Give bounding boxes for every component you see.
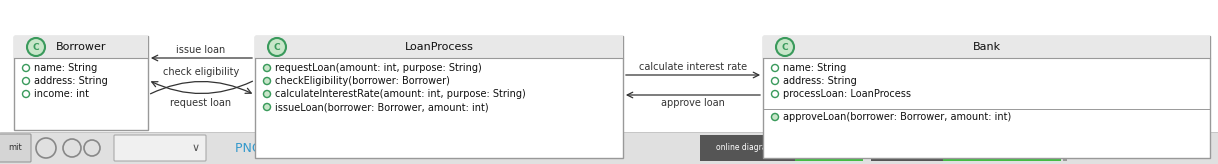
FancyBboxPatch shape [114,135,206,161]
Text: 235 diag. per minute: 235 diag. per minute [962,144,1043,153]
Bar [0,132,1218,164]
Text: checkEligibility(borrower: Borrower): checkEligibility(borrower: Borrower) [275,76,449,86]
Bar [13,36,149,130]
Bar [762,36,1209,158]
Circle shape [263,103,270,111]
Text: requestLoan(amount: int, purpose: String): requestLoan(amount: int, purpose: String… [275,63,482,73]
Bar [762,36,1209,58]
Text: C: C [782,42,788,51]
Text: Borrower: Borrower [56,42,106,52]
Circle shape [268,38,286,56]
Circle shape [22,78,29,84]
Circle shape [771,91,778,98]
Text: LoanProcess: LoanProcess [404,42,474,52]
Text: current rate: current rate [884,144,931,153]
Circle shape [771,113,778,121]
Text: issueLoan(borrower: Borrower, amount: int): issueLoan(borrower: Borrower, amount: in… [275,102,488,112]
Text: C: C [33,42,39,51]
Circle shape [22,91,29,98]
Bar [795,135,864,161]
Text: request loan: request loan [171,98,231,108]
Text: 204,674,949: 204,674,949 [805,144,854,153]
Text: approveLoan(borrower: Borrower, amount: int): approveLoan(borrower: Borrower, amount: … [783,112,1011,122]
Circle shape [22,64,29,72]
Text: PNG  SVG  ASCII Art: PNG SVG ASCII Art [235,142,359,154]
Text: C: C [274,42,280,51]
Text: name: String: name: String [783,63,847,73]
Circle shape [263,91,270,98]
Bar [1063,135,1067,161]
Text: processLoan: LoanProcess: processLoan: LoanProcess [783,89,911,99]
Text: calculate interest rate: calculate interest rate [639,62,747,72]
Text: mit: mit [9,144,22,153]
Circle shape [771,64,778,72]
Bar [255,36,622,58]
Text: address: String: address: String [34,76,107,86]
Text: check eligibility: check eligibility [163,67,239,77]
Circle shape [771,78,778,84]
Text: ∨: ∨ [192,143,200,153]
Bar [255,36,622,158]
Text: approve loan: approve loan [661,98,725,108]
Bar [13,36,149,58]
Bar [700,135,795,161]
Text: income: int: income: int [34,89,89,99]
Bar [943,135,1061,161]
FancyBboxPatch shape [0,134,30,162]
Text: online diagrams: online diagrams [716,144,778,153]
Circle shape [776,38,794,56]
Text: issue loan: issue loan [177,45,225,55]
Circle shape [263,78,270,84]
Bar [871,135,943,161]
Text: address: String: address: String [783,76,856,86]
Bar [0,0,1218,132]
Text: Bank: Bank [972,42,1000,52]
Circle shape [27,38,45,56]
Text: calculateInterestRate(amount: int, purpose: String): calculateInterestRate(amount: int, purpo… [275,89,526,99]
Circle shape [263,64,270,72]
Text: name: String: name: String [34,63,97,73]
